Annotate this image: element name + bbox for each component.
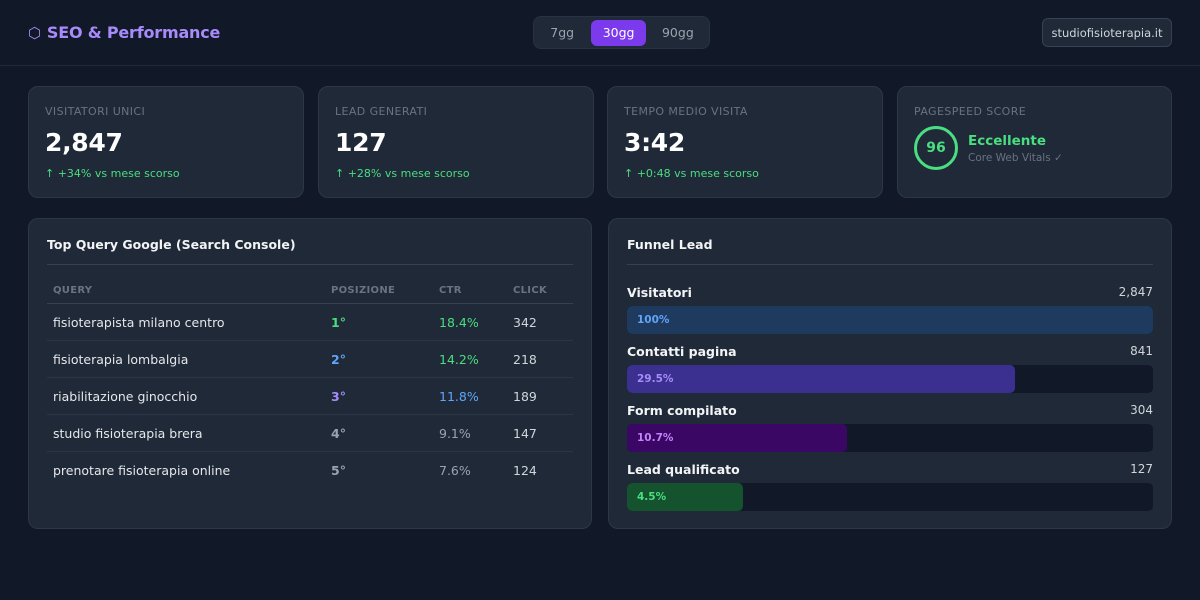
funnel-step-count: 304 (1130, 403, 1153, 417)
kpi-card-visit-time: TEMPO MEDIO VISITA 3:42 ↑ +0:48 vs mese … (607, 86, 883, 198)
table-row[interactable]: studio fisioterapia brera 4° 9.1% 147 (47, 414, 573, 452)
kpi-delta: ↑ +0:48 vs mese scorso (624, 167, 759, 180)
funnel-step: Contatti pagina 841 29.5% (627, 344, 1153, 393)
panel-title: Funnel Lead (627, 237, 1153, 265)
period-7gg-button[interactable]: 7gg (550, 25, 575, 40)
funnel-step-label: Contatti pagina (627, 344, 737, 359)
period-30gg-button[interactable]: 30gg (591, 19, 646, 46)
table-row[interactable]: fisioterapista milano centro 1° 18.4% 342 (47, 303, 573, 341)
query-cell: fisioterapia lombalgia (47, 340, 325, 378)
clicks-cell: 342 (507, 303, 573, 341)
table-row[interactable]: prenotare fisioterapia online 5° 7.6% 124 (47, 452, 573, 489)
funnel-step: Lead qualificato 127 4.5% (627, 462, 1153, 511)
clicks-cell: 189 (507, 377, 573, 415)
period-selector: 7gg 30gg 90gg (533, 16, 710, 49)
brand: ⬡ SEO & Performance (28, 23, 220, 42)
funnel-bar: 4.5% (627, 483, 743, 511)
column-header-query: QUERY (47, 283, 325, 304)
funnel-step-count: 127 (1130, 462, 1153, 476)
brand-title: SEO & Performance (46, 23, 221, 42)
period-90gg-button[interactable]: 90gg (661, 25, 694, 40)
funnel-bar-track: 10.7% (627, 424, 1153, 452)
kpi-value: 2,847 (45, 128, 123, 157)
position-cell: 1° (325, 303, 433, 341)
funnel-step-count: 2,847 (1118, 285, 1153, 299)
kpi-delta: ↑ +34% vs mese scorso (45, 167, 180, 180)
funnel-bar: 100% (627, 306, 1153, 334)
panel-title: Top Query Google (Search Console) (47, 237, 573, 265)
queries-table: QUERY POSIZIONE CTR CLICK fisioterapista… (47, 283, 573, 489)
funnel-steps: Visitatori 2,847 100% Contatti pagina 841 29.… (627, 285, 1153, 511)
kpi-label: TEMPO MEDIO VISITA (624, 105, 748, 118)
domain-selector[interactable]: studiofisioterapia.it (1042, 18, 1172, 47)
top-header: ⬡ SEO & Performance 7gg 30gg 90gg studio… (0, 0, 1200, 66)
funnel-bar: 29.5% (627, 365, 1015, 393)
table-row[interactable]: riabilitazione ginocchio 3° 11.8% 189 (47, 377, 573, 415)
funnel-step: Form compilato 304 10.7% (627, 403, 1153, 452)
kpi-value: 3:42 (624, 128, 685, 157)
kpi-value: 127 (335, 128, 387, 157)
kpi-card-pagespeed: PAGESPEED SCORE 96 Eccellente Core Web V… (897, 86, 1172, 198)
ctr-cell: 18.4% (433, 303, 507, 341)
ctr-cell: 14.2% (433, 340, 507, 378)
column-header-ctr: CTR (433, 283, 507, 304)
position-cell: 3° (325, 377, 433, 415)
queries-panel: Top Query Google (Search Console) QUERY … (28, 218, 592, 529)
kpi-label: VISITATORI UNICI (45, 105, 146, 118)
pagespeed-text: Eccellente Core Web Vitals ✓ (968, 133, 1063, 164)
kpi-label: LEAD GENERATI (335, 105, 428, 118)
pagespeed-subtitle: Core Web Vitals ✓ (968, 151, 1063, 164)
hexagon-icon: ⬡ (28, 23, 41, 42)
clicks-cell: 218 (507, 340, 573, 378)
funnel-step-label: Visitatori (627, 285, 692, 300)
clicks-cell: 124 (513, 462, 537, 478)
pagespeed-rating: Eccellente (968, 132, 1047, 149)
column-header-clicks: CLICK (507, 283, 573, 304)
ctr-cell: 9.1% (433, 414, 507, 452)
query-cell: studio fisioterapia brera (47, 414, 325, 452)
ctr-cell: 7.6% (439, 462, 471, 478)
column-header-position: POSIZIONE (325, 283, 433, 304)
funnel-bar-track: 4.5% (627, 483, 1153, 511)
kpi-card-visitors: VISITATORI UNICI 2,847 ↑ +34% vs mese sc… (28, 86, 304, 198)
funnel-bar: 10.7% (627, 424, 848, 452)
kpi-delta: ↑ +28% vs mese scorso (335, 167, 470, 180)
funnel-step-header: Contatti pagina 841 (627, 344, 1153, 359)
kpi-card-leads: LEAD GENERATI 127 ↑ +28% vs mese scorso (318, 86, 594, 198)
funnel-step-label: Form compilato (627, 403, 737, 418)
kpi-label: PAGESPEED SCORE (914, 105, 1027, 118)
funnel-step-count: 841 (1130, 344, 1153, 358)
table-header-row: QUERY POSIZIONE CTR CLICK (47, 283, 573, 304)
funnel-step-label: Lead qualificato (627, 462, 740, 477)
funnel-step-header: Form compilato 304 (627, 403, 1153, 418)
funnel-bar-track: 100% (627, 306, 1153, 334)
position-cell: 2° (325, 340, 433, 378)
position-cell: 4° (325, 414, 433, 452)
funnel-panel: Funnel Lead Visitatori 2,847 100% Contatti … (608, 218, 1172, 529)
funnel-step: Visitatori 2,847 100% (627, 285, 1153, 334)
query-cell: fisioterapista milano centro (47, 303, 325, 341)
score-ring: 96 (914, 126, 958, 170)
funnel-step-header: Visitatori 2,847 (627, 285, 1153, 300)
clicks-cell: 147 (507, 414, 573, 452)
funnel-step-header: Lead qualificato 127 (627, 462, 1153, 477)
query-cell: riabilitazione ginocchio (47, 377, 325, 415)
pagespeed-row: 96 Eccellente Core Web Vitals ✓ (914, 126, 1155, 170)
query-cell: prenotare fisioterapia online (53, 462, 231, 478)
position-cell: 5° (331, 462, 346, 478)
table-row[interactable]: fisioterapia lombalgia 2° 14.2% 218 (47, 340, 573, 378)
ctr-cell: 11.8% (433, 377, 507, 415)
funnel-bar-track: 29.5% (627, 365, 1153, 393)
